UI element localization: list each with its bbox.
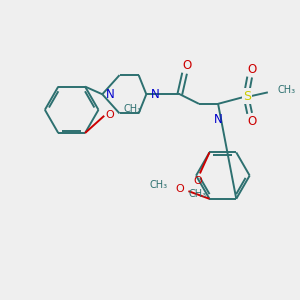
Text: O: O <box>106 110 114 120</box>
Text: O: O <box>247 115 256 128</box>
Text: O: O <box>194 176 202 186</box>
Text: S: S <box>243 90 251 103</box>
Text: CH₃: CH₃ <box>189 190 207 200</box>
Text: CH₃: CH₃ <box>278 85 296 95</box>
Text: CH₃: CH₃ <box>149 180 167 190</box>
Text: N: N <box>151 88 160 101</box>
Text: O: O <box>175 184 184 194</box>
Text: O: O <box>182 59 191 72</box>
Text: CH₃: CH₃ <box>123 104 142 114</box>
Text: O: O <box>247 63 256 76</box>
Text: N: N <box>106 88 115 101</box>
Text: N: N <box>214 113 223 126</box>
